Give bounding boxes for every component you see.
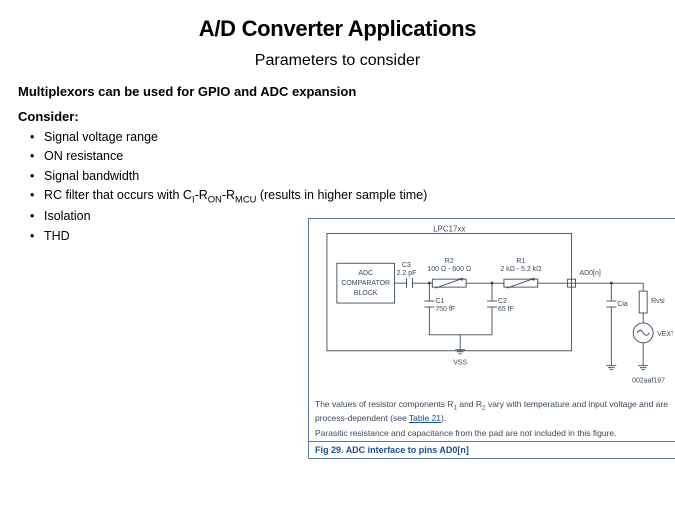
- list-item: Isolation: [38, 207, 657, 226]
- svg-text:100 Ω - 600 Ω: 100 Ω - 600 Ω: [427, 266, 471, 273]
- svg-text:ADC: ADC: [358, 270, 373, 277]
- svg-text:750 fF: 750 fF: [435, 306, 455, 313]
- parameter-list: Signal voltage range ON resistance Signa…: [24, 128, 657, 246]
- list-item: Signal voltage range: [38, 128, 657, 147]
- svg-text:Cia: Cia: [617, 301, 628, 308]
- page-subtitle: Parameters to consider: [18, 52, 657, 70]
- svg-text:2.2 pF: 2.2 pF: [397, 270, 417, 277]
- section-heading: Multiplexors can be used for GPIO and AD…: [18, 84, 657, 99]
- svg-text:C1: C1: [435, 298, 444, 305]
- svg-text:COMPARATOR: COMPARATOR: [341, 280, 390, 287]
- list-item: THD: [38, 227, 657, 246]
- svg-text:C3: C3: [402, 262, 411, 269]
- svg-text:VEXT: VEXT: [657, 331, 673, 338]
- svg-text:AD0[n]: AD0[n]: [580, 270, 601, 277]
- svg-text:R2: R2: [445, 258, 454, 265]
- table-link[interactable]: Table 21: [409, 413, 441, 423]
- svg-text:R1: R1: [516, 258, 525, 265]
- consider-heading: Consider:: [18, 109, 657, 124]
- page-title: A/D Converter Applications: [18, 16, 657, 42]
- svg-text:002aaf197: 002aaf197: [632, 377, 665, 384]
- svg-text:VSS: VSS: [453, 360, 467, 367]
- svg-text:BLOCK: BLOCK: [354, 290, 378, 297]
- svg-text:Rvsi: Rvsi: [651, 298, 665, 305]
- svg-text:2 kΩ - 5.2 kΩ: 2 kΩ - 5.2 kΩ: [500, 266, 541, 273]
- figure-note-2: Parasitic resistance and capacitance fro…: [315, 428, 671, 439]
- list-item: Signal bandwidth: [38, 167, 657, 186]
- svg-text:65 fF: 65 fF: [498, 306, 514, 313]
- svg-text:C2: C2: [498, 298, 507, 305]
- figure-caption: Fig 29. ADC interface to pins AD0[n]: [309, 441, 675, 458]
- circuit-figure: LPC17xxADCCOMPARATORBLOCKC32.2 pFR2100 Ω…: [308, 218, 675, 459]
- list-item: ON resistance: [38, 147, 657, 166]
- figure-note-1: The values of resistor components R1 and…: [315, 399, 671, 424]
- list-item: RC filter that occurs with CI-RON-RMCU (…: [38, 186, 657, 207]
- circuit-svg: LPC17xxADCCOMPARATORBLOCKC32.2 pFR2100 Ω…: [315, 223, 673, 393]
